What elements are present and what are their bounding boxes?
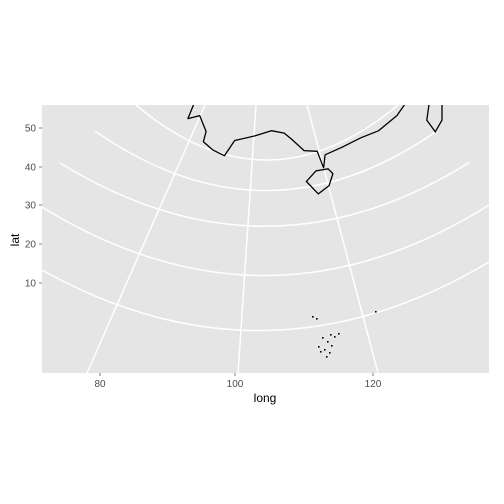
y-tick-label: 30 (25, 201, 37, 212)
panel-background (42, 105, 489, 373)
islet-speck (334, 336, 336, 338)
islet-speck (322, 337, 324, 339)
graticule-parallel (94, 130, 438, 192)
graticule-parallel (42, 204, 489, 277)
hainan-island-outline (305, 168, 334, 195)
y-tick-label: 40 (25, 163, 37, 174)
x-tick-label: 100 (227, 379, 244, 390)
islet-speck (327, 341, 329, 343)
south-china-sea-islands (312, 311, 377, 358)
islet-speck (329, 352, 331, 354)
y-axis-title: lat (8, 233, 22, 246)
graticule-parallel (135, 105, 399, 161)
y-tick-label: 20 (25, 240, 37, 251)
graticule-parallel (59, 161, 471, 227)
islet-speck (312, 316, 314, 318)
x-axis-title: long (254, 391, 277, 405)
islet-speck (320, 351, 322, 353)
y-tick-label: 50 (25, 124, 37, 135)
graticule-meridian (237, 105, 257, 373)
taiwan-island-outline (426, 105, 443, 133)
x-axis: 80 100 120 (94, 373, 382, 390)
graticule-meridian (306, 105, 379, 373)
islet-speck (318, 346, 320, 348)
graticule-parallel (42, 261, 489, 332)
country-outline (187, 105, 443, 358)
x-tick-label: 120 (365, 379, 382, 390)
y-axis: 50 40 30 20 10 (25, 124, 42, 290)
graticule (42, 105, 489, 373)
x-tick-label: 80 (94, 379, 106, 390)
islet-speck (324, 349, 326, 351)
islet-speck (330, 334, 332, 336)
graticule-meridian (86, 105, 206, 373)
islet-speck (316, 318, 318, 320)
islet-speck (375, 311, 377, 313)
islet-speck (338, 333, 340, 335)
y-tick-label: 10 (25, 279, 37, 290)
islet-speck (326, 356, 328, 358)
islet-speck (331, 345, 333, 347)
